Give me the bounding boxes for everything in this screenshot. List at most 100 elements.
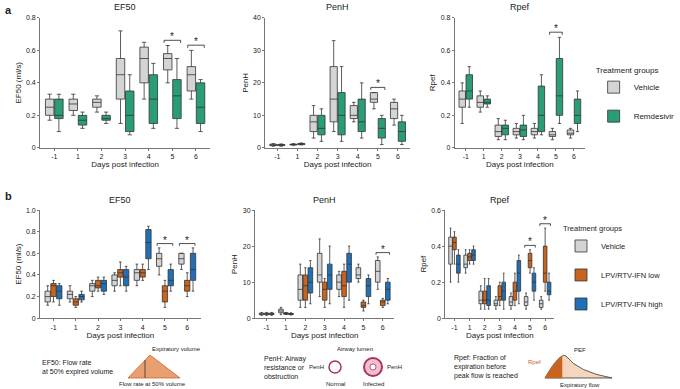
svg-text:6: 6: [381, 324, 385, 331]
svg-text:0.2: 0.2: [26, 112, 36, 119]
svg-text:Flow rate at 50% volume: Flow rate at 50% volume: [119, 381, 186, 387]
svg-text:PenH: PenH: [309, 364, 324, 370]
svg-text:10: 10: [253, 112, 261, 119]
svg-text:0.6: 0.6: [431, 207, 441, 214]
svg-text:6: 6: [185, 324, 189, 331]
svg-text:2: 2: [316, 153, 320, 160]
svg-text:EF50: EF50: [114, 2, 136, 12]
svg-text:0.8: 0.8: [26, 228, 36, 235]
svg-text:PenH: PenH: [313, 195, 336, 205]
svg-text:*: *: [554, 23, 558, 34]
svg-text:4: 4: [513, 324, 517, 331]
svg-text:0.8: 0.8: [441, 14, 451, 21]
svg-text:-1: -1: [51, 153, 57, 160]
svg-text:6: 6: [543, 324, 547, 331]
svg-text:PenH: PenH: [387, 364, 402, 370]
svg-text:Rpef: Fraction ofexpiration be: Rpef: Fraction ofexpiration beforepeak f…: [454, 354, 518, 380]
svg-text:PenH: PenH: [241, 73, 250, 93]
svg-text:Normal: Normal: [326, 381, 345, 387]
svg-text:Expiratory flow: Expiratory flow: [560, 382, 600, 388]
svg-text:Days post infection: Days post infection: [291, 331, 359, 340]
svg-text:2: 2: [500, 153, 504, 160]
svg-text:PenH: PenH: [326, 2, 349, 12]
svg-text:4: 4: [536, 153, 540, 160]
svg-text:PEF: PEF: [574, 347, 586, 353]
svg-text:1: 1: [74, 324, 78, 331]
svg-text:3: 3: [336, 153, 340, 160]
svg-text:*: *: [528, 236, 532, 247]
svg-text:-1: -1: [264, 324, 270, 331]
svg-text:0: 0: [247, 315, 251, 322]
svg-text:Expiratory volume: Expiratory volume: [152, 346, 201, 352]
svg-text:EF50 (ml/s): EF50 (ml/s): [14, 62, 23, 104]
svg-text:3: 3: [118, 324, 122, 331]
svg-text:LPV/RTV-IFN low: LPV/RTV-IFN low: [601, 271, 660, 280]
svg-text:6: 6: [572, 153, 576, 160]
svg-text:0.4: 0.4: [26, 79, 36, 86]
svg-text:EF50 (ml/s): EF50 (ml/s): [14, 243, 23, 285]
svg-text:Treatment groups: Treatment groups: [596, 66, 659, 75]
svg-text:Rpef: Rpef: [428, 74, 437, 92]
svg-text:PenH: PenH: [231, 254, 240, 274]
svg-text:*: *: [194, 36, 198, 47]
svg-text:4: 4: [356, 153, 360, 160]
svg-text:5: 5: [163, 324, 167, 331]
svg-text:30: 30: [243, 207, 251, 214]
svg-text:1.0: 1.0: [26, 207, 36, 214]
svg-text:Days post infection: Days post infection: [304, 160, 372, 169]
svg-text:Rpef: Rpef: [490, 195, 510, 205]
svg-text:5: 5: [361, 324, 365, 331]
svg-text:*: *: [376, 78, 380, 89]
svg-text:*: *: [185, 235, 189, 246]
svg-text:0.6: 0.6: [26, 250, 36, 257]
svg-text:Airway lumen: Airway lumen: [337, 346, 373, 352]
svg-text:30: 30: [253, 47, 261, 54]
svg-text:1: 1: [284, 324, 288, 331]
svg-text:1: 1: [76, 153, 80, 160]
svg-text:Vehicle: Vehicle: [634, 83, 660, 92]
svg-text:-1: -1: [274, 153, 280, 160]
svg-text:0.2: 0.2: [26, 293, 36, 300]
svg-text:1: 1: [295, 153, 299, 160]
svg-text:Infected: Infected: [363, 381, 384, 387]
svg-text:3: 3: [123, 153, 127, 160]
svg-text:*: *: [170, 31, 174, 42]
svg-text:*: *: [381, 244, 385, 255]
svg-text:6: 6: [194, 153, 198, 160]
svg-text:0.4: 0.4: [26, 271, 36, 278]
svg-text:5: 5: [554, 153, 558, 160]
svg-text:0: 0: [437, 315, 441, 322]
svg-text:Days post infection: Days post infection: [91, 160, 159, 169]
svg-text:0: 0: [32, 144, 36, 151]
svg-text:-1: -1: [50, 324, 56, 331]
svg-text:*: *: [163, 235, 167, 246]
svg-text:20: 20: [253, 79, 261, 86]
svg-text:5: 5: [528, 324, 532, 331]
svg-text:5: 5: [170, 153, 174, 160]
svg-text:Days post infection: Days post infection: [486, 160, 554, 169]
svg-text:Rpef: Rpef: [528, 359, 541, 365]
svg-text:Rpef: Rpef: [510, 2, 530, 12]
svg-text:5: 5: [376, 153, 380, 160]
svg-text:Vehicle: Vehicle: [601, 242, 625, 251]
svg-text:b: b: [5, 190, 12, 202]
svg-text:LPV/RTV-IFN high: LPV/RTV-IFN high: [601, 300, 663, 309]
svg-text:3: 3: [498, 324, 502, 331]
svg-text:2: 2: [483, 324, 487, 331]
svg-text:4: 4: [141, 324, 145, 331]
svg-text:EF50: EF50: [109, 195, 131, 205]
svg-text:10: 10: [243, 279, 251, 286]
svg-text:4: 4: [342, 324, 346, 331]
svg-text:*: *: [543, 215, 547, 226]
svg-text:0: 0: [447, 144, 451, 151]
svg-text:a: a: [5, 4, 12, 16]
svg-text:Days post infection: Days post infection: [87, 331, 155, 340]
svg-text:0: 0: [32, 315, 36, 322]
svg-text:4: 4: [147, 153, 151, 160]
svg-text:2: 2: [96, 324, 100, 331]
svg-text:0.6: 0.6: [441, 47, 451, 54]
svg-text:0.2: 0.2: [441, 112, 451, 119]
svg-text:0.8: 0.8: [26, 14, 36, 21]
svg-text:-1: -1: [463, 153, 469, 160]
svg-text:Days post infection: Days post infection: [466, 331, 534, 340]
